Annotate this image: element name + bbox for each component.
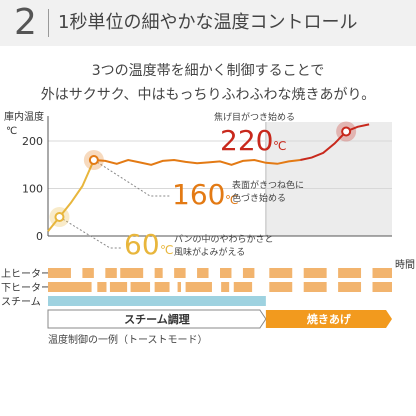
heater-block <box>220 268 232 278</box>
lead-line-2: 外はサクサク、中はもっちりふわふわな焼きあがり。 <box>40 87 376 103</box>
annotation-text: パンの中のやわらかさと <box>174 233 273 245</box>
series-line-steam <box>93 158 301 166</box>
temperature-unit: ℃ <box>225 193 238 207</box>
heater-block <box>233 282 253 292</box>
marker-point <box>341 126 352 137</box>
heater-block <box>242 268 255 278</box>
header-divider <box>48 9 49 37</box>
heater-block <box>97 282 107 292</box>
heater-block <box>269 268 293 278</box>
marker-point <box>88 155 99 165</box>
series-line-bake <box>300 123 370 161</box>
heater-block <box>269 282 293 292</box>
heater-block <box>185 282 212 292</box>
section-number: 2 <box>14 2 37 43</box>
lead-line-1: 3つの温度帯を細かく制御することで <box>91 63 325 79</box>
annotation-text: 色づき始める <box>232 192 286 204</box>
heater-block <box>82 268 94 278</box>
annotation-text: 風味がよみがえる <box>174 246 245 258</box>
steam-block <box>48 296 266 306</box>
heater-block <box>221 282 230 292</box>
y-axis-label: 庫内温度 <box>4 110 44 123</box>
heater-block <box>154 268 163 278</box>
annotation-text: 表面がきつね色に <box>232 179 304 191</box>
heater-block <box>197 268 209 278</box>
leader-line <box>59 216 122 249</box>
heater-block <box>154 282 170 292</box>
heater-block <box>338 268 362 278</box>
leader-line <box>93 159 170 197</box>
heater-block <box>105 268 117 278</box>
heater-block <box>372 282 392 292</box>
heater-block <box>372 268 392 278</box>
heater-block <box>303 282 327 292</box>
heater-block <box>109 282 128 292</box>
section-title: 1秒単位の細やかな温度コントロール <box>58 12 358 33</box>
heater-block <box>174 268 186 278</box>
phase-label: スチーム調理 <box>124 312 190 326</box>
header-bar: 2 1秒単位の細やかな温度コントロール <box>0 0 416 46</box>
annotation-text: 焦げ目がつき始める <box>214 111 295 123</box>
phase-bar-steam <box>47 309 267 329</box>
y-tick-label: 200 <box>22 135 43 148</box>
heater-block <box>120 268 144 278</box>
temperature-label: 160 <box>172 178 225 211</box>
heater-block <box>130 282 151 292</box>
phase-label: 焼きあげ <box>307 312 352 326</box>
y-tick-label: 0 <box>36 230 43 243</box>
row-label: 下ヒーター <box>1 282 51 294</box>
temperature-label: 220 <box>220 124 273 157</box>
y-axis-unit: ℃ <box>6 126 17 137</box>
heater-block <box>303 268 327 278</box>
temperature-unit: ℃ <box>160 243 173 257</box>
series-line-heating <box>47 159 95 232</box>
temperature-label: 60 <box>124 228 160 261</box>
heater-block <box>48 282 92 292</box>
y-tick-label: 100 <box>22 183 43 196</box>
phase-bar-bake <box>265 310 392 328</box>
marker-point <box>54 212 65 222</box>
row-label: 上ヒーター <box>1 268 51 280</box>
heater-block <box>48 268 71 278</box>
temperature-unit: ℃ <box>273 139 286 153</box>
heater-block <box>177 282 182 292</box>
chart-caption: 温度制御の一例（トーストモード） <box>48 333 208 346</box>
x-axis-label: 時間 <box>395 259 415 271</box>
heater-block <box>338 282 362 292</box>
row-label: スチーム <box>1 296 41 308</box>
